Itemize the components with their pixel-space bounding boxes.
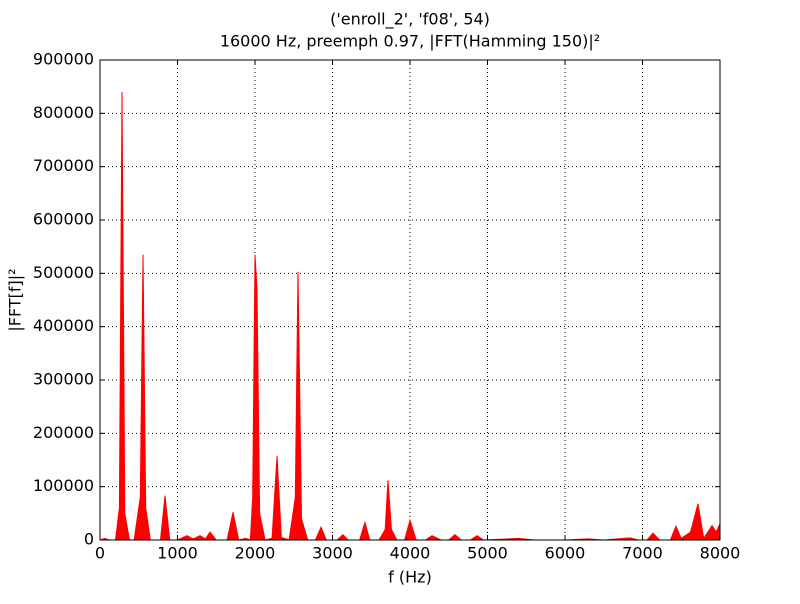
x-tick-label: 7000 [622,544,663,563]
area-fill [100,92,720,540]
y-tick-label: 900000 [33,50,94,69]
y-tick-label: 0 [84,530,94,549]
y-tick-label: 600000 [33,210,94,229]
x-axis-label: f (Hz) [388,568,432,587]
plot-frame [99,59,721,541]
x-tick-label: 8000 [700,544,741,563]
x-tick-label: 1000 [157,544,198,563]
y-tick-label: 200000 [33,423,94,442]
x-tick-label: 5000 [467,544,508,563]
y-axis-label: |FFT[f]|² [6,268,25,331]
x-tick-label: 2000 [235,544,276,563]
y-tick-label: 700000 [33,156,94,175]
chart-subtitle: 16000 Hz, preemph 0.97, |FFT(Hamming 150… [220,32,600,51]
x-tick-label: 4000 [390,544,431,563]
chart-title: ('enroll_2', 'f08', 54) [330,10,490,30]
y-tick-label: 400000 [33,316,94,335]
y-tick-label: 300000 [33,370,94,389]
x-tick-label: 3000 [312,544,353,563]
y-tick-label: 100000 [33,476,94,495]
x-tick-label: 6000 [545,544,586,563]
y-tick-label: 800000 [33,103,94,122]
y-tick-label: 500000 [33,263,94,282]
x-tick-label: 0 [95,544,105,563]
